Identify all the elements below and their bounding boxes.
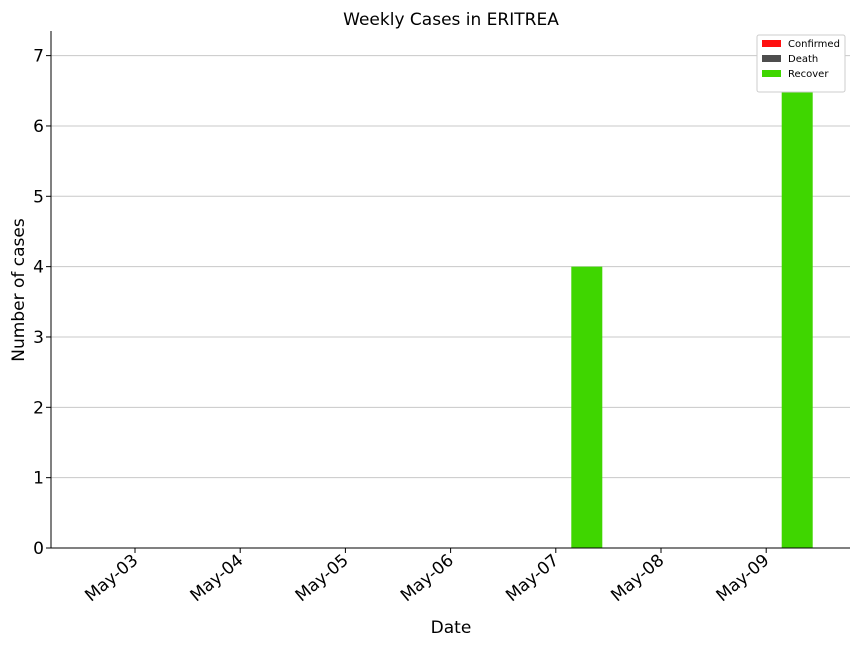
x-tick-label: May-07: [502, 551, 563, 607]
legend-label: Death: [788, 54, 818, 65]
x-tick-label: May-03: [81, 551, 142, 607]
axes: [50, 31, 850, 549]
x-axis-label: Date: [431, 618, 472, 638]
y-ticks: 0 1 2 3 4 5 6 7: [33, 47, 51, 559]
grid-lines: [51, 55, 850, 479]
legend: Confirmed Death Recover: [756, 34, 846, 93]
legend-swatch: [762, 70, 781, 77]
y-tick-label: 5: [33, 187, 44, 207]
y-tick-label: 3: [33, 328, 44, 348]
y-axis-label: Number of cases: [9, 218, 29, 362]
y-tick-label: 1: [33, 469, 44, 489]
legend-swatch: [762, 40, 781, 47]
y-tick-label: 6: [33, 117, 44, 137]
x-tick-label: May-05: [292, 551, 353, 607]
y-tick-label: 7: [33, 47, 44, 67]
legend-label: Recover: [788, 69, 829, 80]
x-ticks: May-03 May-04 May-05 May-06 May-07 May-08 May-…: [81, 548, 773, 606]
x-tick-label: May-06: [397, 551, 458, 607]
bar-recover: [571, 266, 603, 548]
bars: [571, 55, 813, 548]
x-tick-label: May-08: [607, 551, 668, 607]
x-tick-label: May-04: [187, 551, 248, 607]
y-tick-label: 0: [33, 539, 44, 559]
chart-title: Weekly Cases in ERITREA: [343, 10, 559, 30]
bar-recover: [781, 55, 813, 548]
y-tick-label: 2: [33, 398, 44, 418]
y-tick-label: 4: [33, 258, 44, 278]
legend-frame: [756, 34, 846, 93]
x-tick-label: May-09: [713, 551, 774, 607]
legend-label: Confirmed: [788, 39, 840, 50]
legend-swatch: [762, 55, 781, 62]
